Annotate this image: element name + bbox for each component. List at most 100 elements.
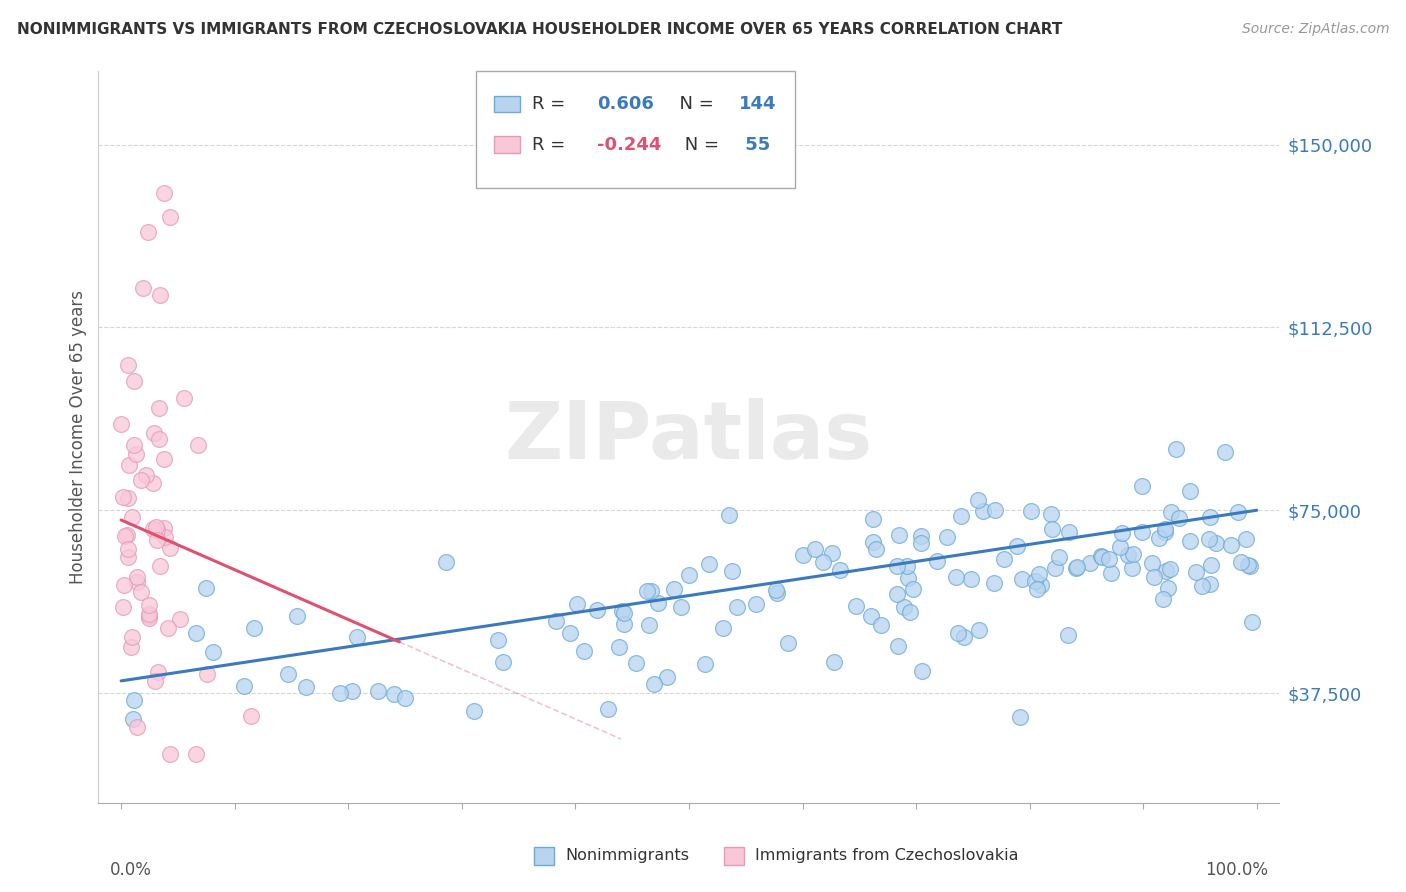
Point <box>1040 507 1063 521</box>
Point <box>862 535 884 549</box>
Point <box>889 528 911 542</box>
Point <box>821 546 844 560</box>
Y-axis label: Householder Income Over 65 years: Householder Income Over 65 years <box>69 290 87 584</box>
Point <box>146 533 169 547</box>
Point <box>1066 560 1088 574</box>
Point <box>1167 511 1189 525</box>
Point <box>239 708 262 723</box>
Point <box>1043 561 1066 575</box>
Point <box>901 582 924 596</box>
Text: Immigrants from Czechoslovakia: Immigrants from Czechoslovakia <box>755 848 1018 863</box>
Point <box>1024 574 1046 589</box>
Point <box>664 582 686 596</box>
Point <box>1011 572 1033 586</box>
Point <box>146 523 169 537</box>
Point <box>156 621 179 635</box>
Point <box>122 693 145 707</box>
Point <box>1019 504 1042 518</box>
Point <box>1056 627 1078 641</box>
Point <box>1240 615 1263 629</box>
Point <box>613 616 636 631</box>
Point <box>124 374 146 388</box>
Point <box>1111 526 1133 541</box>
Text: -0.244: -0.244 <box>596 136 661 153</box>
Point <box>138 598 160 612</box>
Point <box>896 558 918 573</box>
Point <box>142 522 165 536</box>
Point <box>946 625 969 640</box>
Point <box>173 391 195 405</box>
Point <box>129 473 152 487</box>
Text: 144: 144 <box>738 95 776 113</box>
Point <box>612 604 634 618</box>
Point <box>1097 552 1119 566</box>
Point <box>925 553 948 567</box>
Point <box>596 702 619 716</box>
Point <box>486 632 509 647</box>
Point <box>159 210 181 224</box>
Point <box>993 551 1015 566</box>
Point <box>382 687 405 701</box>
Point <box>572 644 595 658</box>
Point <box>711 621 734 635</box>
Point <box>1031 578 1053 592</box>
Point <box>897 571 920 585</box>
Point <box>1109 541 1132 555</box>
Point <box>720 565 742 579</box>
Point <box>1220 538 1243 552</box>
Point <box>1160 505 1182 519</box>
Point <box>983 576 1005 591</box>
Point <box>697 557 720 571</box>
Point <box>367 684 389 698</box>
Point <box>1157 581 1180 595</box>
Point <box>1230 555 1253 569</box>
Point <box>1047 549 1070 564</box>
Point <box>277 666 299 681</box>
Point <box>112 600 135 615</box>
Point <box>1008 710 1031 724</box>
Text: 0.0%: 0.0% <box>110 862 152 880</box>
Point <box>329 685 352 699</box>
Point <box>765 583 787 598</box>
Text: 0.606: 0.606 <box>596 95 654 113</box>
Point <box>945 570 967 584</box>
Point <box>132 281 155 295</box>
Point <box>148 432 170 446</box>
Point <box>117 358 139 372</box>
Point <box>184 747 207 761</box>
Point <box>1213 445 1236 459</box>
Point <box>886 558 908 573</box>
Point <box>153 186 176 201</box>
Point <box>342 683 364 698</box>
Point <box>1152 592 1174 607</box>
Point <box>135 468 157 483</box>
Point <box>121 630 143 644</box>
Point <box>142 426 165 441</box>
Point <box>643 677 665 691</box>
Point <box>136 225 159 239</box>
Point <box>1154 522 1177 536</box>
Point <box>967 492 990 507</box>
Point <box>830 563 852 577</box>
Point <box>1154 564 1177 578</box>
Point <box>813 555 835 569</box>
Point <box>1130 479 1153 493</box>
Point <box>669 599 692 614</box>
Point <box>792 548 814 562</box>
Point <box>1178 533 1201 548</box>
Point <box>1205 536 1227 550</box>
Point <box>1080 556 1102 570</box>
Point <box>1090 549 1112 563</box>
Point <box>640 584 662 599</box>
Point <box>949 509 972 524</box>
Point <box>586 603 609 617</box>
Point <box>434 555 457 569</box>
Point <box>647 596 669 610</box>
Point <box>169 612 191 626</box>
Point <box>898 606 921 620</box>
Point <box>887 639 910 653</box>
Point <box>859 609 882 624</box>
Text: NONIMMIGRANTS VS IMMIGRANTS FROM CZECHOSLOVAKIA HOUSEHOLDER INCOME OVER 65 YEARS: NONIMMIGRANTS VS IMMIGRANTS FROM CZECHOS… <box>17 22 1063 37</box>
Point <box>1178 484 1201 499</box>
Point <box>159 747 181 761</box>
